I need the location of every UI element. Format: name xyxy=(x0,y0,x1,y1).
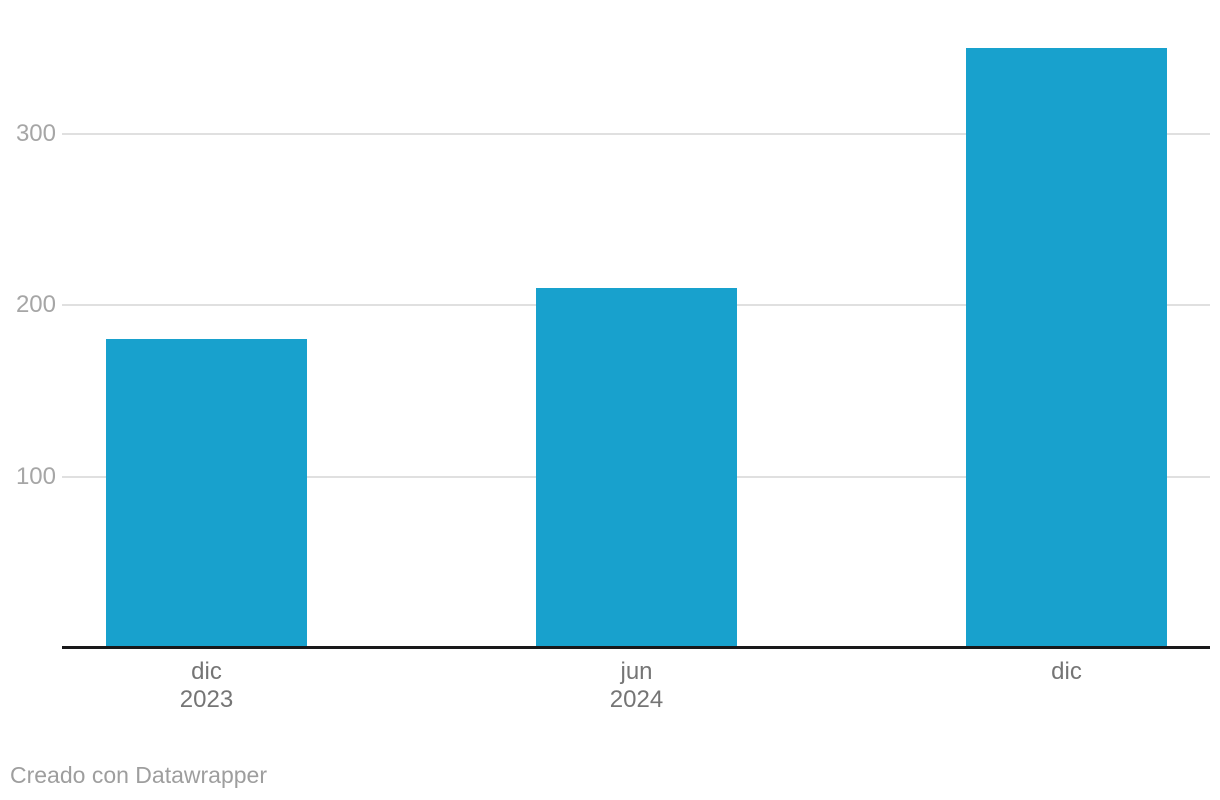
x-tick-month: jun xyxy=(620,658,653,685)
x-axis-tick-label-jun-2024: jun 2024 xyxy=(529,658,745,714)
x-axis-baseline xyxy=(62,646,1210,649)
x-tick-year: 2023 xyxy=(179,686,234,713)
x-axis-tick-label-dic: dic xyxy=(959,658,1175,686)
x-axis-tick-label-dic-2023: dic 2023 xyxy=(99,658,315,714)
x-tick-month: dic xyxy=(191,658,222,685)
y-axis-tick-label: 200 xyxy=(15,291,56,318)
x-tick-year: 2024 xyxy=(609,686,664,713)
x-tick-month: dic xyxy=(1051,658,1082,685)
y-axis-tick-label: 100 xyxy=(15,462,56,490)
bar-dic-2024 xyxy=(966,47,1167,646)
y-gridline-300 xyxy=(62,132,1210,135)
y-axis-tick-label: 300 xyxy=(15,119,56,147)
datawrapper-attribution-link[interactable]: Creado con Datawrapper xyxy=(10,762,267,788)
bar-jun-2024 xyxy=(536,287,737,646)
bar-dic-2023 xyxy=(106,339,307,646)
